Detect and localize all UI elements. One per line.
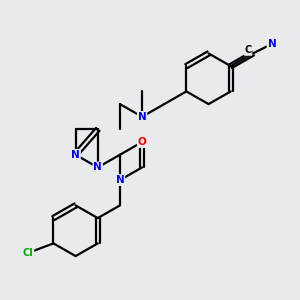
Text: Cl: Cl xyxy=(23,248,34,258)
Text: N: N xyxy=(268,39,276,49)
Text: N: N xyxy=(71,150,80,160)
Text: C: C xyxy=(244,45,252,55)
Text: N: N xyxy=(93,162,102,172)
Text: N: N xyxy=(116,175,124,185)
Text: O: O xyxy=(138,137,146,147)
Text: N: N xyxy=(138,112,146,122)
